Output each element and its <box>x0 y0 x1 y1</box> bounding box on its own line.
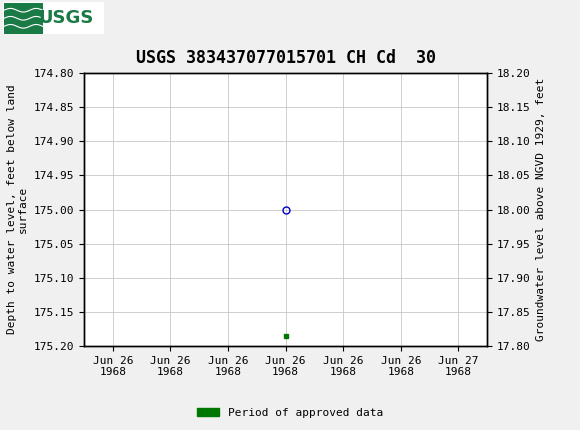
Bar <box>3 2 104 34</box>
Y-axis label: Depth to water level, feet below land
surface: Depth to water level, feet below land su… <box>7 85 28 335</box>
Legend: Period of approved data: Period of approved data <box>193 403 387 422</box>
Text: USGS: USGS <box>38 9 93 27</box>
Y-axis label: Groundwater level above NGVD 1929, feet: Groundwater level above NGVD 1929, feet <box>536 78 546 341</box>
Bar <box>4 3 43 34</box>
Title: USGS 383437077015701 CH Cd  30: USGS 383437077015701 CH Cd 30 <box>136 49 436 68</box>
